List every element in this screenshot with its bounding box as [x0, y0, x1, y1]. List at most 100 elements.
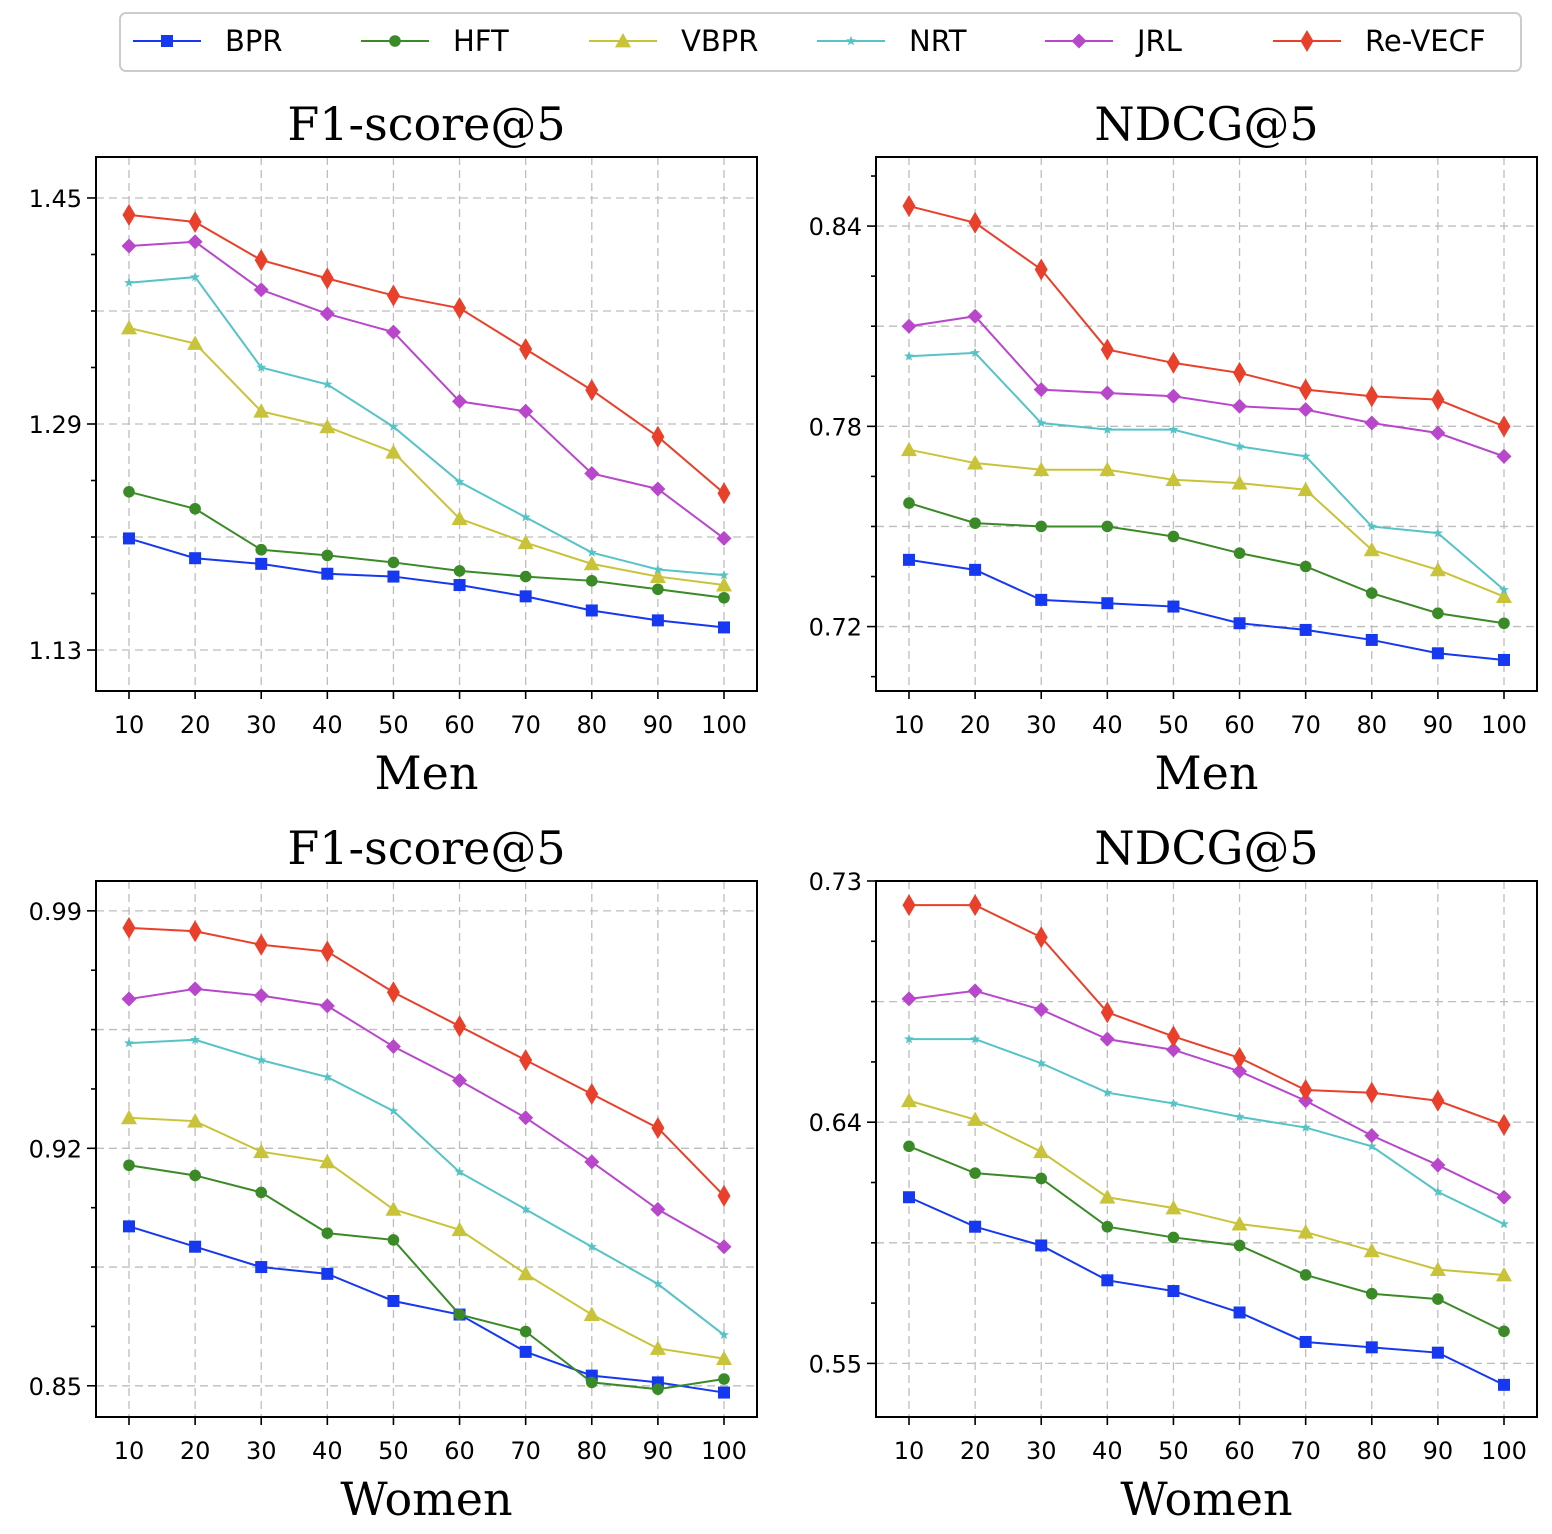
point-nrt-80 [1366, 1141, 1377, 1151]
point-hft-50 [387, 556, 400, 569]
point-hft-70 [519, 1325, 532, 1338]
point-vbpr-10 [901, 441, 917, 457]
series-nrt [124, 1034, 729, 1340]
point-re-vecf-50 [1166, 1025, 1180, 1048]
x-tick-label: 70 [510, 1437, 541, 1465]
x-tick-label: 10 [114, 711, 145, 739]
series-group [901, 195, 1512, 666]
x-tick-label: 90 [643, 711, 674, 739]
point-vbpr-60 [1231, 1216, 1248, 1231]
x-tick-label: 80 [577, 711, 608, 739]
point-vbpr-70 [517, 1265, 534, 1281]
point-re-vecf-90 [651, 425, 665, 448]
point-vbpr-100 [716, 577, 732, 592]
point-nrt-60 [1234, 1111, 1245, 1122]
point-nrt-10 [124, 277, 134, 287]
point-re-vecf-40 [320, 267, 334, 290]
x-tick-label: 40 [1092, 711, 1123, 739]
point-jrl-60 [452, 1072, 468, 1088]
series-line-re-vecf [128, 213, 725, 494]
x-tick-label: 70 [510, 711, 541, 739]
point-re-vecf-50 [386, 981, 400, 1004]
point-jrl-10 [901, 318, 917, 334]
series-jrl [121, 981, 732, 1255]
point-nrt-30 [256, 1054, 267, 1065]
chart-panels: 1.13 1.29 1.45 10 20 30 40 50 60 70 80 90 100 F1-scor… [29, 97, 1538, 1526]
point-bpr-70 [1299, 1335, 1312, 1348]
point-nrt-30 [1036, 417, 1047, 428]
point-hft-50 [1167, 530, 1180, 543]
point-bpr-70 [519, 590, 532, 603]
series-bpr [903, 1191, 1510, 1391]
point-bpr-80 [585, 604, 598, 617]
point-jrl-10 [121, 238, 137, 254]
point-bpr-10 [903, 1191, 915, 1204]
point-re-vecf-60 [1233, 1046, 1247, 1069]
legend-marker-vbpr [615, 33, 631, 48]
x-tick-label: 30 [246, 711, 277, 739]
point-re-vecf-100 [1497, 1113, 1511, 1136]
point-vbpr-90 [1429, 1261, 1446, 1276]
series-jrl [121, 234, 732, 546]
chart-title: F1-score@5 [287, 821, 565, 875]
point-jrl-10 [901, 991, 917, 1007]
x-tick-label: 10 [114, 1437, 145, 1465]
point-bpr-20 [189, 1240, 202, 1253]
point-jrl-90 [650, 1201, 666, 1217]
point-nrt-20 [970, 1033, 981, 1044]
legend-marker-bpr [161, 35, 173, 47]
point-hft-10 [123, 486, 135, 498]
x-tick-label: 20 [180, 1437, 211, 1465]
x-tick-label: 20 [960, 1437, 991, 1465]
series-hft [123, 486, 730, 604]
point-hft-20 [189, 1169, 201, 1182]
x-tick-label: 40 [312, 711, 343, 739]
series-line-jrl [908, 315, 1505, 458]
x-tick-label: 50 [378, 711, 409, 739]
point-vbpr-90 [1429, 561, 1446, 577]
x-tick-label: 30 [1026, 1437, 1057, 1465]
point-re-vecf-50 [1166, 351, 1180, 374]
x-tick-label: 10 [894, 711, 925, 739]
point-vbpr-30 [1033, 1143, 1050, 1159]
chart-panel-4: 0.55 0.64 0.73 10 20 30 40 50 60 70 80 90 100 NDCG@5 W… [809, 821, 1538, 1526]
series-hft [903, 1140, 1510, 1338]
point-jrl-50 [1165, 1042, 1181, 1058]
legend-entry-vbpr: VBPR [589, 24, 758, 58]
point-jrl-70 [518, 1110, 534, 1126]
x-tick-label: 60 [1224, 1437, 1255, 1465]
point-bpr-50 [387, 570, 400, 583]
chart-panel-2: 0.72 0.78 0.84 10 20 30 40 50 60 70 80 90 100 NDCG@5 M… [809, 97, 1538, 800]
series-re-vecf [122, 916, 731, 1207]
legend-label-re-vecf: Re-VECF [1365, 24, 1486, 58]
y-tick-label: 0.99 [29, 898, 82, 926]
legend-entry-hft: HFT [361, 24, 509, 58]
point-nrt-80 [586, 547, 597, 557]
series-line-vbpr [908, 448, 1505, 598]
point-re-vecf-10 [902, 894, 916, 917]
point-nrt-20 [970, 347, 981, 358]
legend-label-nrt: NRT [909, 24, 967, 58]
series-line-bpr [908, 1196, 1505, 1386]
point-hft-80 [585, 1376, 598, 1389]
series-line-hft [908, 502, 1505, 625]
point-bpr-20 [189, 552, 202, 565]
y-tick-label: 0.64 [809, 1109, 862, 1137]
series-vbpr [901, 441, 1512, 603]
x-tick-label: 80 [577, 1437, 608, 1465]
point-hft-20 [969, 1167, 981, 1179]
point-nrt-60 [454, 1166, 465, 1177]
point-re-vecf-30 [1034, 258, 1048, 281]
point-bpr-60 [1233, 1306, 1246, 1319]
point-vbpr-60 [451, 1221, 468, 1237]
x-tick-label: 10 [894, 1437, 925, 1465]
series-line-jrl [908, 989, 1505, 1199]
point-vbpr-50 [385, 1201, 402, 1216]
legend-entry-bpr: BPR [133, 24, 283, 58]
x-tick-label: 100 [1481, 1437, 1527, 1465]
point-vbpr-90 [649, 1340, 666, 1355]
chart-panel-3: 0.85 0.92 0.99 10 20 30 40 50 60 70 80 90 100 F1-scor… [29, 821, 758, 1526]
legend-entry-re-vecf: Re-VECF [1273, 24, 1486, 58]
point-nrt-40 [322, 1071, 333, 1082]
